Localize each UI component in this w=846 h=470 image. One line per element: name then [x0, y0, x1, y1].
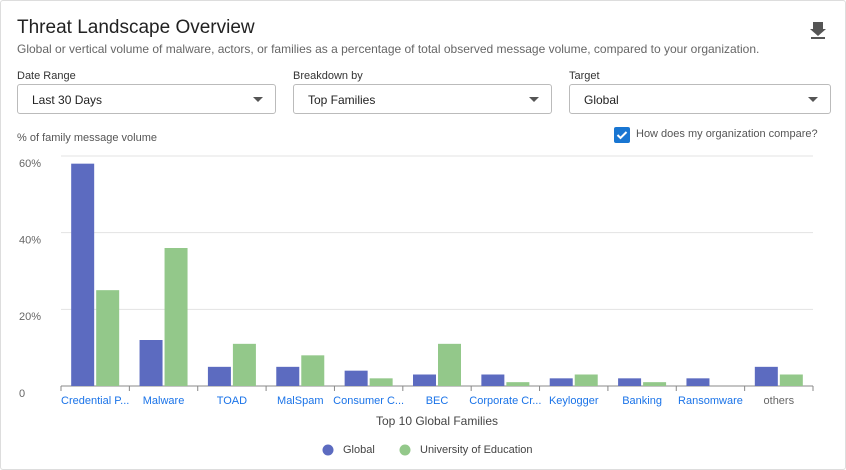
legend-label[interactable]: University of Education — [420, 444, 533, 456]
x-tick-label[interactable]: Banking — [622, 395, 662, 407]
bar — [481, 374, 505, 386]
bar — [754, 366, 778, 386]
x-tick-label: others — [764, 395, 795, 407]
x-tick-label[interactable]: Credential P... — [61, 395, 129, 407]
bar — [369, 378, 393, 386]
x-tick-label[interactable]: MalSpam — [277, 395, 323, 407]
y-tick-label: 20% — [19, 311, 41, 323]
bar — [618, 378, 642, 386]
checkbox[interactable] — [614, 127, 630, 143]
bar — [207, 366, 231, 386]
bar — [643, 382, 667, 386]
x-tick-label[interactable]: TOAD — [217, 395, 247, 407]
bar — [276, 366, 300, 386]
bar — [139, 340, 163, 386]
filter-label: Target — [569, 70, 600, 82]
subtitle: Global or vertical volume of malware, ac… — [17, 42, 760, 56]
x-tick-label[interactable]: Corporate Cr... — [469, 395, 541, 407]
bar — [686, 378, 710, 386]
bar — [506, 382, 530, 386]
download-icon[interactable] — [809, 21, 827, 39]
dropdown[interactable]: Global — [569, 84, 831, 114]
legend-swatch[interactable] — [322, 444, 334, 456]
checkbox-label[interactable]: How does my organization compare? — [636, 128, 818, 140]
y-axis-label: % of family message volume — [17, 132, 157, 144]
bar — [438, 343, 461, 386]
y-tick-label: 0 — [19, 388, 25, 400]
dropdown[interactable]: Top Families — [293, 84, 552, 114]
bar — [71, 163, 95, 386]
x-tick-label[interactable]: Malware — [143, 395, 185, 407]
legend-label[interactable]: Global — [343, 444, 375, 456]
bar — [232, 343, 256, 386]
bar — [344, 370, 368, 386]
legend-swatch[interactable] — [399, 444, 411, 456]
bar — [96, 290, 120, 386]
bar — [164, 248, 188, 386]
x-tick-label[interactable]: Keylogger — [549, 395, 599, 407]
x-tick-label[interactable]: Consumer C... — [333, 395, 404, 407]
bar — [413, 374, 436, 386]
filter-label: Date Range — [17, 70, 76, 82]
x-axis-label: Top 10 Global Families — [376, 414, 498, 428]
title: Threat Landscape Overview — [17, 17, 255, 38]
bar — [779, 374, 803, 386]
y-tick-label: 40% — [19, 235, 41, 247]
x-tick-label[interactable]: Ransomware — [678, 395, 743, 407]
bar — [549, 378, 573, 386]
bar — [574, 374, 598, 386]
check-mark — [616, 131, 628, 140]
y-tick-label: 60% — [19, 158, 41, 170]
x-tick-label[interactable]: BEC — [426, 395, 449, 407]
dropdown[interactable]: Last 30 Days — [17, 84, 276, 114]
filter-label: Breakdown by — [293, 70, 363, 82]
bar — [301, 355, 325, 386]
